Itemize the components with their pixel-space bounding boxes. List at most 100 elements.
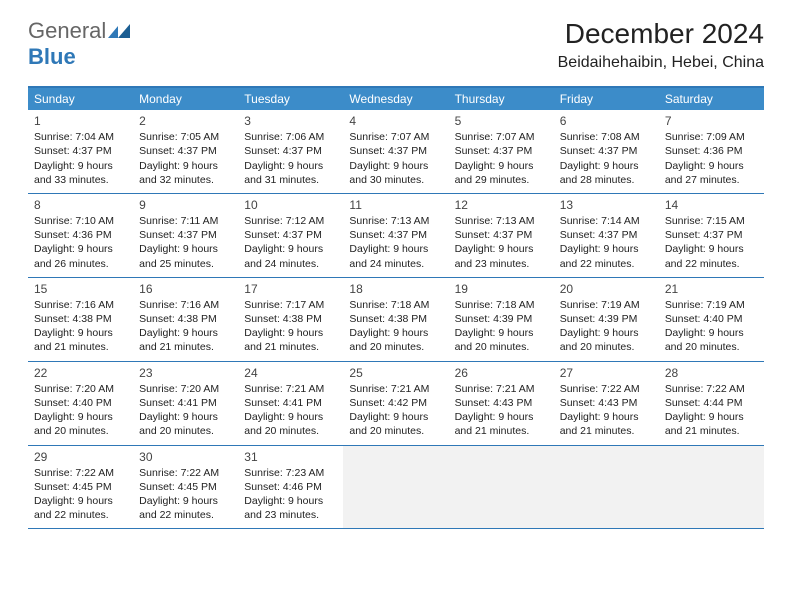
sunset-text: Sunset: 4:38 PM <box>244 312 337 326</box>
sunset-text: Sunset: 4:43 PM <box>560 396 653 410</box>
day-number: 22 <box>34 365 127 381</box>
brand-mark-icon <box>108 18 130 44</box>
daylight-text: Daylight: 9 hours <box>665 410 758 424</box>
calendar-cell: 24Sunrise: 7:21 AMSunset: 4:41 PMDayligh… <box>238 362 343 445</box>
sunset-text: Sunset: 4:37 PM <box>139 144 232 158</box>
daylight-text: and 25 minutes. <box>139 257 232 271</box>
calendar-cell: 29Sunrise: 7:22 AMSunset: 4:45 PMDayligh… <box>28 446 133 529</box>
calendar-cell: 8Sunrise: 7:10 AMSunset: 4:36 PMDaylight… <box>28 194 133 277</box>
weekday-header: Tuesday <box>238 88 343 110</box>
sunset-text: Sunset: 4:43 PM <box>455 396 548 410</box>
day-number: 3 <box>244 113 337 129</box>
calendar-cell-empty <box>449 446 554 529</box>
daylight-text: and 22 minutes. <box>665 257 758 271</box>
sunrise-text: Sunrise: 7:10 AM <box>34 214 127 228</box>
sunrise-text: Sunrise: 7:23 AM <box>244 466 337 480</box>
day-number: 8 <box>34 197 127 213</box>
daylight-text: and 22 minutes. <box>139 508 232 522</box>
daylight-text: Daylight: 9 hours <box>244 242 337 256</box>
sunrise-text: Sunrise: 7:21 AM <box>349 382 442 396</box>
daylight-text: and 23 minutes. <box>244 508 337 522</box>
sunset-text: Sunset: 4:37 PM <box>349 228 442 242</box>
sunrise-text: Sunrise: 7:22 AM <box>139 466 232 480</box>
sunset-text: Sunset: 4:38 PM <box>349 312 442 326</box>
daylight-text: Daylight: 9 hours <box>139 494 232 508</box>
sunset-text: Sunset: 4:39 PM <box>560 312 653 326</box>
daylight-text: Daylight: 9 hours <box>34 159 127 173</box>
sunset-text: Sunset: 4:41 PM <box>139 396 232 410</box>
calendar-cell: 16Sunrise: 7:16 AMSunset: 4:38 PMDayligh… <box>133 278 238 361</box>
sunrise-text: Sunrise: 7:09 AM <box>665 130 758 144</box>
sunset-text: Sunset: 4:39 PM <box>455 312 548 326</box>
day-number: 11 <box>349 197 442 213</box>
weekday-header: Monday <box>133 88 238 110</box>
calendar-week: 15Sunrise: 7:16 AMSunset: 4:38 PMDayligh… <box>28 278 764 362</box>
daylight-text: and 20 minutes. <box>560 340 653 354</box>
daylight-text: and 31 minutes. <box>244 173 337 187</box>
weekday-header: Wednesday <box>343 88 448 110</box>
daylight-text: and 21 minutes. <box>139 340 232 354</box>
sunrise-text: Sunrise: 7:21 AM <box>244 382 337 396</box>
calendar-cell: 7Sunrise: 7:09 AMSunset: 4:36 PMDaylight… <box>659 110 764 193</box>
calendar-cell: 15Sunrise: 7:16 AMSunset: 4:38 PMDayligh… <box>28 278 133 361</box>
sunrise-text: Sunrise: 7:14 AM <box>560 214 653 228</box>
calendar-cell: 14Sunrise: 7:15 AMSunset: 4:37 PMDayligh… <box>659 194 764 277</box>
sunrise-text: Sunrise: 7:11 AM <box>139 214 232 228</box>
daylight-text: Daylight: 9 hours <box>455 242 548 256</box>
calendar-cell: 20Sunrise: 7:19 AMSunset: 4:39 PMDayligh… <box>554 278 659 361</box>
daylight-text: and 23 minutes. <box>455 257 548 271</box>
sunrise-text: Sunrise: 7:19 AM <box>665 298 758 312</box>
sunset-text: Sunset: 4:37 PM <box>244 228 337 242</box>
daylight-text: and 20 minutes. <box>349 424 442 438</box>
daylight-text: Daylight: 9 hours <box>34 326 127 340</box>
calendar-cell: 27Sunrise: 7:22 AMSunset: 4:43 PMDayligh… <box>554 362 659 445</box>
weekday-header: Thursday <box>449 88 554 110</box>
daylight-text: Daylight: 9 hours <box>34 410 127 424</box>
day-number: 18 <box>349 281 442 297</box>
daylight-text: and 22 minutes. <box>560 257 653 271</box>
daylight-text: Daylight: 9 hours <box>560 326 653 340</box>
daylight-text: and 27 minutes. <box>665 173 758 187</box>
day-number: 25 <box>349 365 442 381</box>
daylight-text: and 20 minutes. <box>349 340 442 354</box>
day-number: 19 <box>455 281 548 297</box>
brand-part1: General <box>28 18 106 43</box>
calendar-week: 8Sunrise: 7:10 AMSunset: 4:36 PMDaylight… <box>28 194 764 278</box>
day-number: 2 <box>139 113 232 129</box>
calendar-cell: 19Sunrise: 7:18 AMSunset: 4:39 PMDayligh… <box>449 278 554 361</box>
sunset-text: Sunset: 4:38 PM <box>34 312 127 326</box>
day-number: 16 <box>139 281 232 297</box>
sunset-text: Sunset: 4:40 PM <box>665 312 758 326</box>
sunrise-text: Sunrise: 7:20 AM <box>34 382 127 396</box>
calendar-grid: SundayMondayTuesdayWednesdayThursdayFrid… <box>28 86 764 529</box>
sunset-text: Sunset: 4:46 PM <box>244 480 337 494</box>
weeks-container: 1Sunrise: 7:04 AMSunset: 4:37 PMDaylight… <box>28 110 764 529</box>
sunrise-text: Sunrise: 7:04 AM <box>34 130 127 144</box>
sunrise-text: Sunrise: 7:15 AM <box>665 214 758 228</box>
day-number: 29 <box>34 449 127 465</box>
sunrise-text: Sunrise: 7:13 AM <box>455 214 548 228</box>
daylight-text: Daylight: 9 hours <box>455 410 548 424</box>
sunset-text: Sunset: 4:37 PM <box>455 144 548 158</box>
day-number: 13 <box>560 197 653 213</box>
daylight-text: Daylight: 9 hours <box>244 326 337 340</box>
daylight-text: and 24 minutes. <box>349 257 442 271</box>
day-number: 28 <box>665 365 758 381</box>
daylight-text: Daylight: 9 hours <box>244 494 337 508</box>
sunset-text: Sunset: 4:45 PM <box>139 480 232 494</box>
weekday-header: Saturday <box>659 88 764 110</box>
day-number: 4 <box>349 113 442 129</box>
daylight-text: Daylight: 9 hours <box>349 159 442 173</box>
day-number: 31 <box>244 449 337 465</box>
daylight-text: and 20 minutes. <box>665 340 758 354</box>
daylight-text: Daylight: 9 hours <box>34 242 127 256</box>
sunrise-text: Sunrise: 7:08 AM <box>560 130 653 144</box>
calendar-cell: 13Sunrise: 7:14 AMSunset: 4:37 PMDayligh… <box>554 194 659 277</box>
daylight-text: Daylight: 9 hours <box>665 242 758 256</box>
brand-part2: Blue <box>28 44 76 69</box>
sunset-text: Sunset: 4:37 PM <box>349 144 442 158</box>
day-number: 7 <box>665 113 758 129</box>
daylight-text: Daylight: 9 hours <box>139 410 232 424</box>
daylight-text: Daylight: 9 hours <box>560 242 653 256</box>
sunset-text: Sunset: 4:36 PM <box>34 228 127 242</box>
